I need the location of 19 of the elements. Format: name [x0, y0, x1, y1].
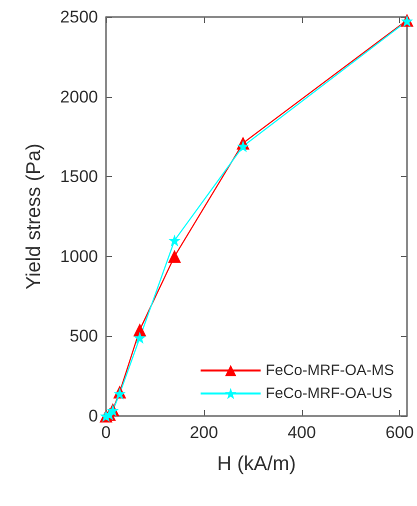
y-tick-label: 1000 [60, 246, 98, 266]
y-tick-label: 2500 [60, 8, 98, 26]
point [237, 140, 250, 152]
x-tick-label: 400 [288, 423, 316, 442]
y-tick-label: 0 [88, 406, 98, 426]
y-tick-label: 500 [70, 326, 98, 346]
x-tick-label: 0 [101, 423, 111, 442]
x-tick-label: 600 [385, 423, 414, 442]
point [168, 234, 181, 246]
legend-label: FeCo-MRF-OA-MS [266, 362, 394, 379]
y-tick-label: 1500 [60, 167, 98, 186]
point [133, 323, 146, 336]
x-tick-label: 200 [190, 423, 218, 442]
y-tick-label: 2000 [60, 87, 98, 106]
x-axis-title: H (kA/m) [217, 453, 296, 475]
point [168, 250, 182, 263]
legend-label: FeCo-MRF-OA-US [266, 385, 392, 402]
y-axis-title: Yield stress (Pa) [23, 144, 45, 290]
point [134, 332, 146, 344]
